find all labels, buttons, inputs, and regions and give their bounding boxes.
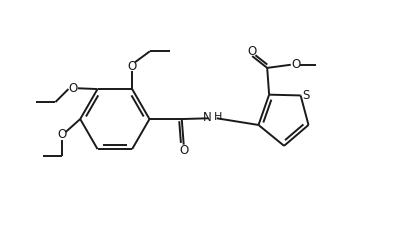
Text: O: O <box>291 58 300 71</box>
Text: S: S <box>303 89 310 102</box>
Text: H: H <box>214 112 222 123</box>
Text: N: N <box>203 111 211 124</box>
Text: O: O <box>128 60 137 73</box>
Text: O: O <box>248 45 257 58</box>
Text: O: O <box>68 82 78 95</box>
Text: O: O <box>179 144 188 157</box>
Text: O: O <box>58 128 67 141</box>
